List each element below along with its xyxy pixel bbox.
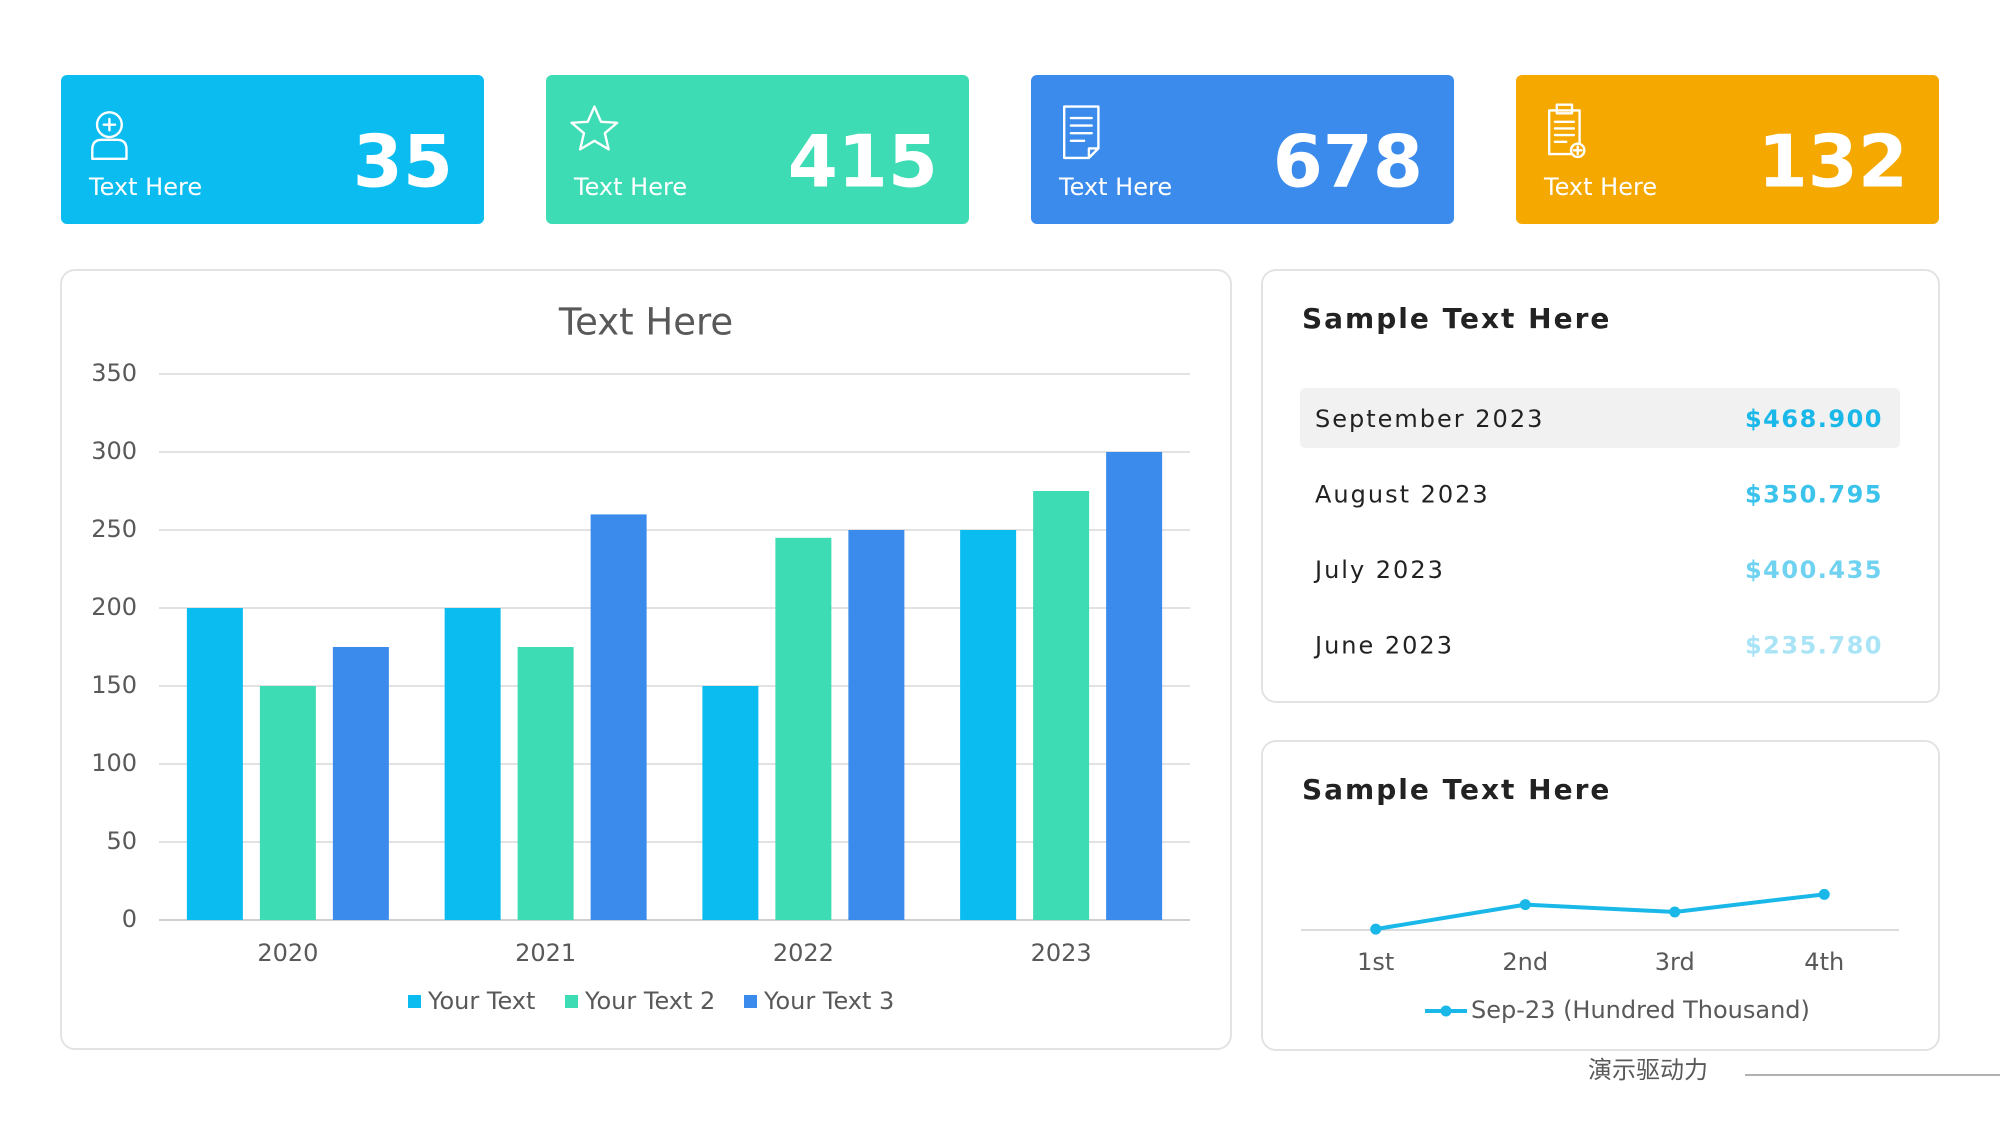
- card-value: 678: [1273, 120, 1423, 204]
- bar: [186, 608, 243, 920]
- card-icon: [91, 111, 128, 161]
- icon-shape: [1553, 120, 1576, 143]
- line-point: [1519, 899, 1531, 911]
- y-tick-label: 100: [91, 749, 137, 777]
- line-point: [1669, 906, 1681, 918]
- card-label: Text Here: [1058, 173, 1172, 201]
- bar: [775, 537, 832, 920]
- bar: [702, 686, 759, 920]
- icon-shape: [91, 138, 128, 161]
- legend-swatch: [744, 995, 757, 1008]
- x-tick-label: 2021: [515, 939, 576, 967]
- bar: [590, 514, 647, 920]
- line-point: [1370, 923, 1382, 935]
- x-tick-label: 3rd: [1655, 948, 1695, 976]
- row-label: September 2023: [1315, 405, 1544, 433]
- x-tick-label: 2023: [1031, 939, 1092, 967]
- table-title: Sample Text Here: [1302, 302, 1611, 335]
- card-label: Text Here: [88, 173, 202, 201]
- x-tick-label: 2022: [773, 939, 834, 967]
- icon-shape: [102, 117, 117, 132]
- card-icon: [1548, 103, 1586, 159]
- row-label: June 2023: [1313, 632, 1454, 660]
- bar: [259, 686, 316, 920]
- y-tick-label: 250: [91, 515, 137, 543]
- line-panel: [1261, 740, 1940, 1051]
- icon-shape: [1069, 116, 1093, 142]
- legend-label: Sep-23 (Hundred Thousand): [1471, 996, 1810, 1024]
- card-value: 415: [788, 120, 938, 204]
- row-value: $468.900: [1745, 405, 1883, 433]
- icon-shape: [1555, 103, 1574, 115]
- kpi-card: [61, 75, 484, 224]
- icon-shape: [95, 111, 123, 139]
- card-value: 35: [353, 120, 453, 204]
- card-value: 132: [1758, 120, 1908, 204]
- x-tick-label: 2020: [257, 939, 318, 967]
- y-tick-label: 50: [106, 827, 137, 855]
- chart-title: Text Here: [558, 301, 733, 344]
- footer-text: 演示驱动力: [1588, 1056, 1708, 1084]
- bar: [1033, 491, 1090, 920]
- bar: [1106, 452, 1163, 920]
- icon-shape: [1063, 105, 1100, 160]
- row-value: $350.795: [1745, 481, 1883, 509]
- y-tick-label: 150: [91, 671, 137, 699]
- y-tick-label: 200: [91, 593, 137, 621]
- y-tick-label: 0: [122, 905, 137, 933]
- chart-title: Sample Text Here: [1302, 773, 1611, 806]
- x-tick-label: 4th: [1804, 948, 1844, 976]
- card-label: Text Here: [1543, 173, 1657, 201]
- kpi-card: [1516, 75, 1939, 224]
- row-label: July 2023: [1313, 556, 1445, 584]
- card-icon: [1063, 105, 1100, 160]
- row-value: $400.435: [1745, 556, 1883, 584]
- bar: [848, 530, 905, 920]
- bar: [960, 530, 1017, 920]
- x-tick-label: 2nd: [1502, 948, 1548, 976]
- bar: [332, 647, 389, 920]
- legend-label: Your Text 2: [584, 987, 715, 1015]
- icon-shape: [1572, 145, 1583, 156]
- bar: [517, 647, 574, 920]
- icon-shape: [1548, 109, 1581, 156]
- kpi-card: [1031, 75, 1454, 224]
- legend-swatch: [1440, 1005, 1452, 1017]
- kpi-card: [546, 75, 969, 224]
- table-panel: [1261, 269, 1940, 703]
- icon-shape: [1569, 142, 1586, 159]
- legend-swatch: [408, 995, 421, 1008]
- y-tick-label: 300: [91, 437, 137, 465]
- legend-label: Your Text: [427, 987, 535, 1015]
- line-series: [1375, 892, 1825, 932]
- row-highlight: [1300, 388, 1900, 448]
- card-label: Text Here: [573, 173, 687, 201]
- row-value: $235.780: [1745, 632, 1883, 660]
- icon-shape: [570, 105, 619, 151]
- y-tick-label: 350: [91, 359, 137, 387]
- bar: [444, 608, 501, 920]
- legend-swatch: [565, 995, 578, 1008]
- card-icon: [570, 105, 619, 151]
- x-tick-label: 1st: [1357, 948, 1394, 976]
- row-label: August 2023: [1315, 481, 1490, 509]
- line-point: [1818, 888, 1830, 900]
- legend-label: Your Text 3: [763, 987, 894, 1015]
